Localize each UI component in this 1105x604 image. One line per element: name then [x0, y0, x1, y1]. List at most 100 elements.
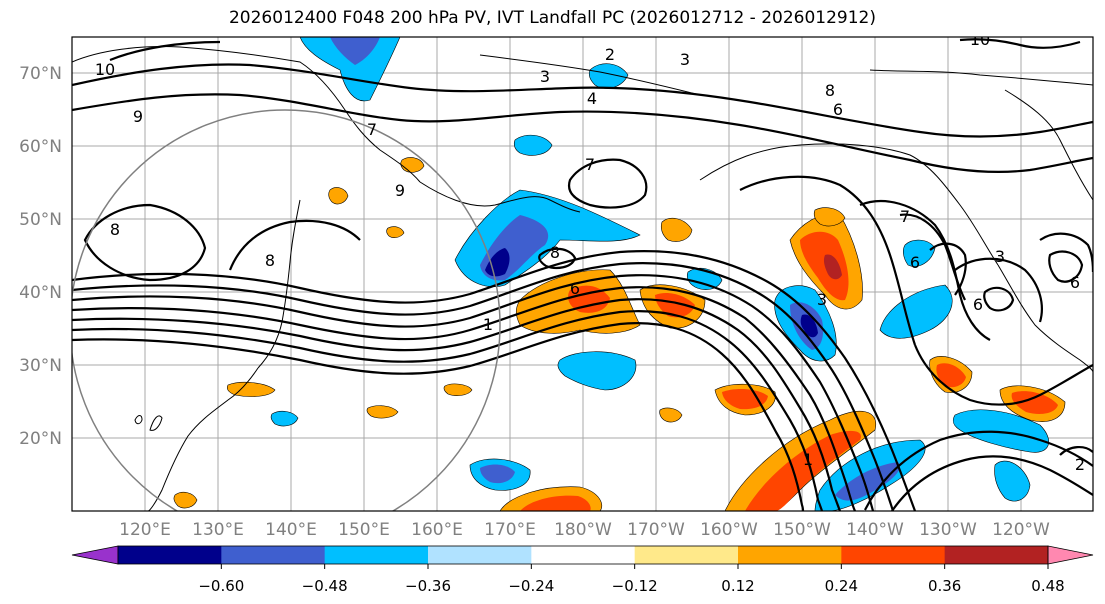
positive-pv-patch [366, 405, 399, 419]
positive-pv-core [1011, 391, 1058, 414]
positive-pv-core [936, 363, 966, 388]
contour-label: 8 [825, 81, 835, 100]
contour-label: 7 [367, 120, 377, 139]
longitude-label: 150°E [338, 520, 390, 540]
colorbar-tick-label: 0.24 [825, 577, 858, 595]
colorbar-segment [944, 546, 1049, 564]
contour-label: 3 [817, 290, 827, 309]
colorbar-tick-label: −0.60 [198, 577, 244, 595]
colorbar-extend-high [1047, 545, 1094, 565]
negative-pv-core-dark [485, 248, 510, 277]
latitude-label: 60°N [19, 137, 62, 157]
longitude-label: 140°W [846, 520, 904, 540]
longitude-label: 120°W [992, 520, 1050, 540]
positive-pv-patch [173, 491, 198, 509]
positive-pv-patch [443, 383, 473, 396]
colorbar-tick-label: −0.48 [302, 577, 348, 595]
contour-label: 7 [900, 207, 910, 226]
colorbar-segment [324, 546, 429, 564]
latitude-label: 20°N [19, 429, 62, 449]
colorbar-segment [634, 546, 739, 564]
positive-pv-core [520, 495, 591, 511]
contour-label: 3 [995, 247, 1005, 266]
latitude-labels: 70°N 60°N 50°N 40°N 30°N 20°N [19, 64, 62, 449]
analysis-circle [72, 109, 501, 511]
longitude-label: 170°E [484, 520, 536, 540]
contour-label: 1 [803, 450, 813, 469]
contour-label: 6 [570, 279, 580, 298]
latitude-label: 70°N [19, 64, 62, 84]
positive-pv-core [655, 293, 695, 318]
negative-pv-patch [299, 37, 401, 102]
negative-pv-patch [903, 239, 936, 267]
colorbar-segment [531, 546, 636, 564]
coastlines [72, 46, 1093, 511]
colorbar-segment [428, 546, 532, 564]
latitude-label: 50°N [19, 210, 62, 230]
colorbar-tick-label: 0.48 [1031, 577, 1064, 595]
colorbar-tick-label: 0.12 [721, 577, 754, 595]
colorbar-segment [118, 546, 222, 564]
contour-label: 6 [1070, 273, 1080, 292]
positive-pv-patch [813, 207, 846, 227]
negative-pv-core [480, 464, 515, 484]
colorbar-segment [841, 546, 946, 564]
negative-pv-core [835, 462, 900, 501]
colorbar-frame [117, 545, 1049, 565]
ivt-contours [72, 38, 1093, 511]
latitude-label: 40°N [19, 283, 62, 303]
longitude-label: 170°W [627, 520, 685, 540]
positive-pv-core [745, 430, 861, 511]
colorbar: −0.60 −0.48 −0.36 −0.24 −0.12 0.12 0.24 0.36 0.4… [71, 545, 1094, 595]
colorbar-tick-label: 0.36 [928, 577, 961, 595]
longitude-label: 180°W [554, 520, 612, 540]
positive-pv-patch [328, 187, 349, 205]
longitude-label: 150°W [773, 520, 831, 540]
negative-pv-patch [557, 351, 637, 391]
contour-label: 9 [133, 107, 143, 126]
longitude-labels: 120°E 130°E 140°E 150°E 160°E 170°E 180°W 170°W… [119, 520, 1050, 540]
positive-pv-core [800, 231, 849, 301]
negative-pv-patch [994, 460, 1031, 502]
positive-pv-patch [659, 407, 683, 423]
negative-pv-patch [270, 410, 299, 427]
negative-pv-core [330, 37, 380, 65]
negative-pv-patch [879, 284, 953, 339]
contour-label: 8 [110, 220, 120, 239]
contour-label: 6 [833, 100, 843, 119]
contour-label: 10 [95, 60, 115, 79]
colorbar-extend-low [71, 545, 119, 565]
contour-label: 7 [585, 155, 595, 174]
contour-label: 4 [587, 89, 597, 108]
contour-label: 10 [970, 30, 990, 49]
colorbar-tick-label: −0.12 [612, 577, 658, 595]
contour-label: 6 [973, 295, 983, 314]
contour-label: 3 [680, 50, 690, 69]
contour-label: 6 [910, 253, 920, 272]
longitude-label: 160°W [700, 520, 758, 540]
negative-pv-patch [513, 134, 553, 156]
positive-pv-patch [226, 381, 276, 397]
positive-pv-patch [660, 217, 693, 242]
map-frame [71, 36, 1094, 512]
contour-label: 3 [540, 67, 550, 86]
contour-label: 8 [265, 251, 275, 270]
positive-pv-patch [386, 226, 405, 238]
latitude-label: 30°N [19, 356, 62, 376]
longitude-label: 140°E [265, 520, 317, 540]
contour-label: 1 [483, 315, 493, 334]
colorbar-segment [738, 546, 842, 564]
longitude-label: 160°E [411, 520, 463, 540]
colorbar-segment [221, 546, 326, 564]
contour-label: 8 [550, 243, 560, 262]
contour-label: 9 [395, 181, 405, 200]
positive-pv-core [722, 388, 768, 410]
positive-pv-core-dark [823, 254, 842, 280]
map-title: 2026012400 F048 200 hPa PV, IVT Landfall… [228, 8, 876, 28]
longitude-label: 120°E [119, 520, 171, 540]
colorbar-tick-label: −0.24 [508, 577, 554, 595]
contour-label: 2 [1075, 455, 1085, 474]
longitude-label: 130°W [919, 520, 977, 540]
